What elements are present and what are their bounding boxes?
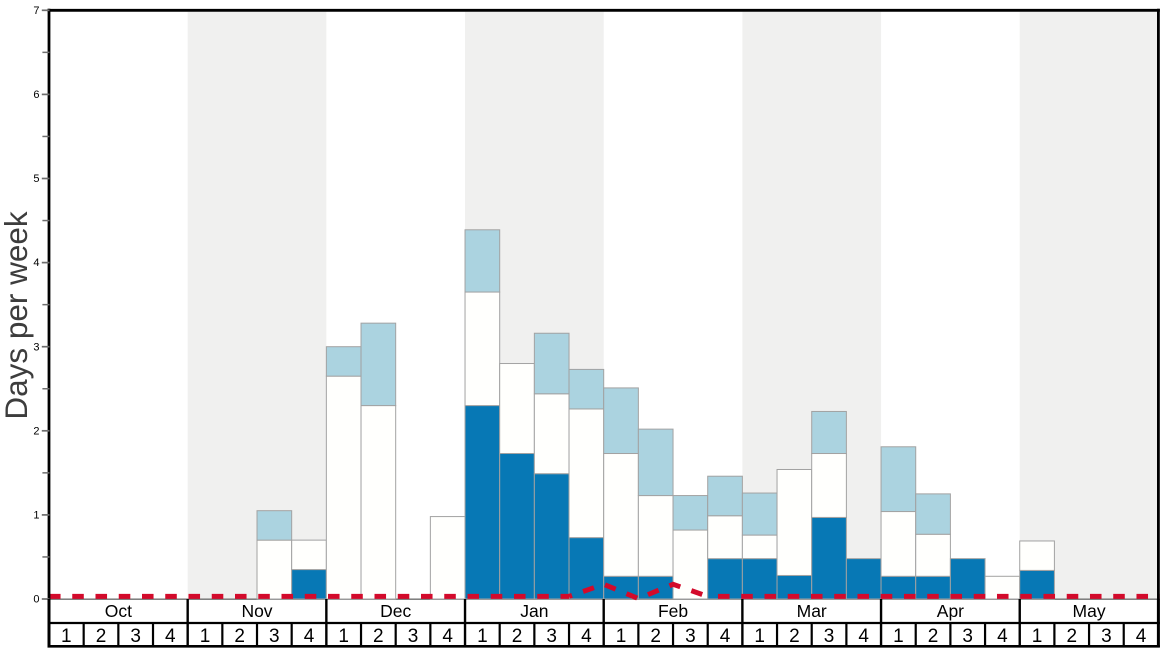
svg-text:4: 4 <box>720 626 731 647</box>
svg-text:4: 4 <box>442 626 453 647</box>
svg-text:3: 3 <box>546 626 557 647</box>
svg-text:3: 3 <box>824 626 835 647</box>
svg-text:3: 3 <box>269 626 280 647</box>
svg-text:5: 5 <box>33 173 39 185</box>
svg-text:Feb: Feb <box>658 601 688 621</box>
svg-text:4: 4 <box>33 257 39 269</box>
svg-text:3: 3 <box>408 626 419 647</box>
svg-text:0: 0 <box>33 594 39 606</box>
svg-text:3: 3 <box>685 626 696 647</box>
svg-text:1: 1 <box>616 626 627 647</box>
svg-text:May: May <box>1073 601 1106 621</box>
svg-text:4: 4 <box>581 626 592 647</box>
svg-text:Dec: Dec <box>380 601 411 621</box>
svg-text:2: 2 <box>512 626 523 647</box>
svg-text:Nov: Nov <box>241 601 272 621</box>
svg-text:1: 1 <box>754 626 765 647</box>
svg-text:3: 3 <box>1101 626 1112 647</box>
svg-text:Apr: Apr <box>937 601 964 621</box>
svg-text:3: 3 <box>33 341 39 353</box>
svg-text:2: 2 <box>33 425 39 437</box>
svg-text:1: 1 <box>1032 626 1043 647</box>
svg-text:1: 1 <box>200 626 211 647</box>
svg-text:Days per week: Days per week <box>0 211 34 420</box>
svg-text:1: 1 <box>61 626 72 647</box>
svg-text:2: 2 <box>373 626 384 647</box>
svg-text:1: 1 <box>893 626 904 647</box>
svg-text:4: 4 <box>304 626 315 647</box>
svg-text:4: 4 <box>165 626 176 647</box>
svg-text:1: 1 <box>477 626 488 647</box>
svg-text:2: 2 <box>789 626 800 647</box>
svg-text:2: 2 <box>234 626 245 647</box>
svg-text:Mar: Mar <box>797 601 827 621</box>
svg-text:4: 4 <box>858 626 869 647</box>
svg-text:6: 6 <box>33 89 39 101</box>
svg-text:Oct: Oct <box>105 601 132 621</box>
svg-text:1: 1 <box>338 626 349 647</box>
svg-text:3: 3 <box>130 626 141 647</box>
svg-text:2: 2 <box>96 626 107 647</box>
svg-text:2: 2 <box>650 626 661 647</box>
svg-text:4: 4 <box>997 626 1008 647</box>
svg-text:1: 1 <box>33 510 39 522</box>
svg-text:3: 3 <box>962 626 973 647</box>
svg-text:7: 7 <box>33 5 39 17</box>
svg-text:2: 2 <box>1066 626 1077 647</box>
svg-text:2: 2 <box>928 626 939 647</box>
svg-text:4: 4 <box>1136 626 1147 647</box>
svg-text:Jan: Jan <box>520 601 548 621</box>
